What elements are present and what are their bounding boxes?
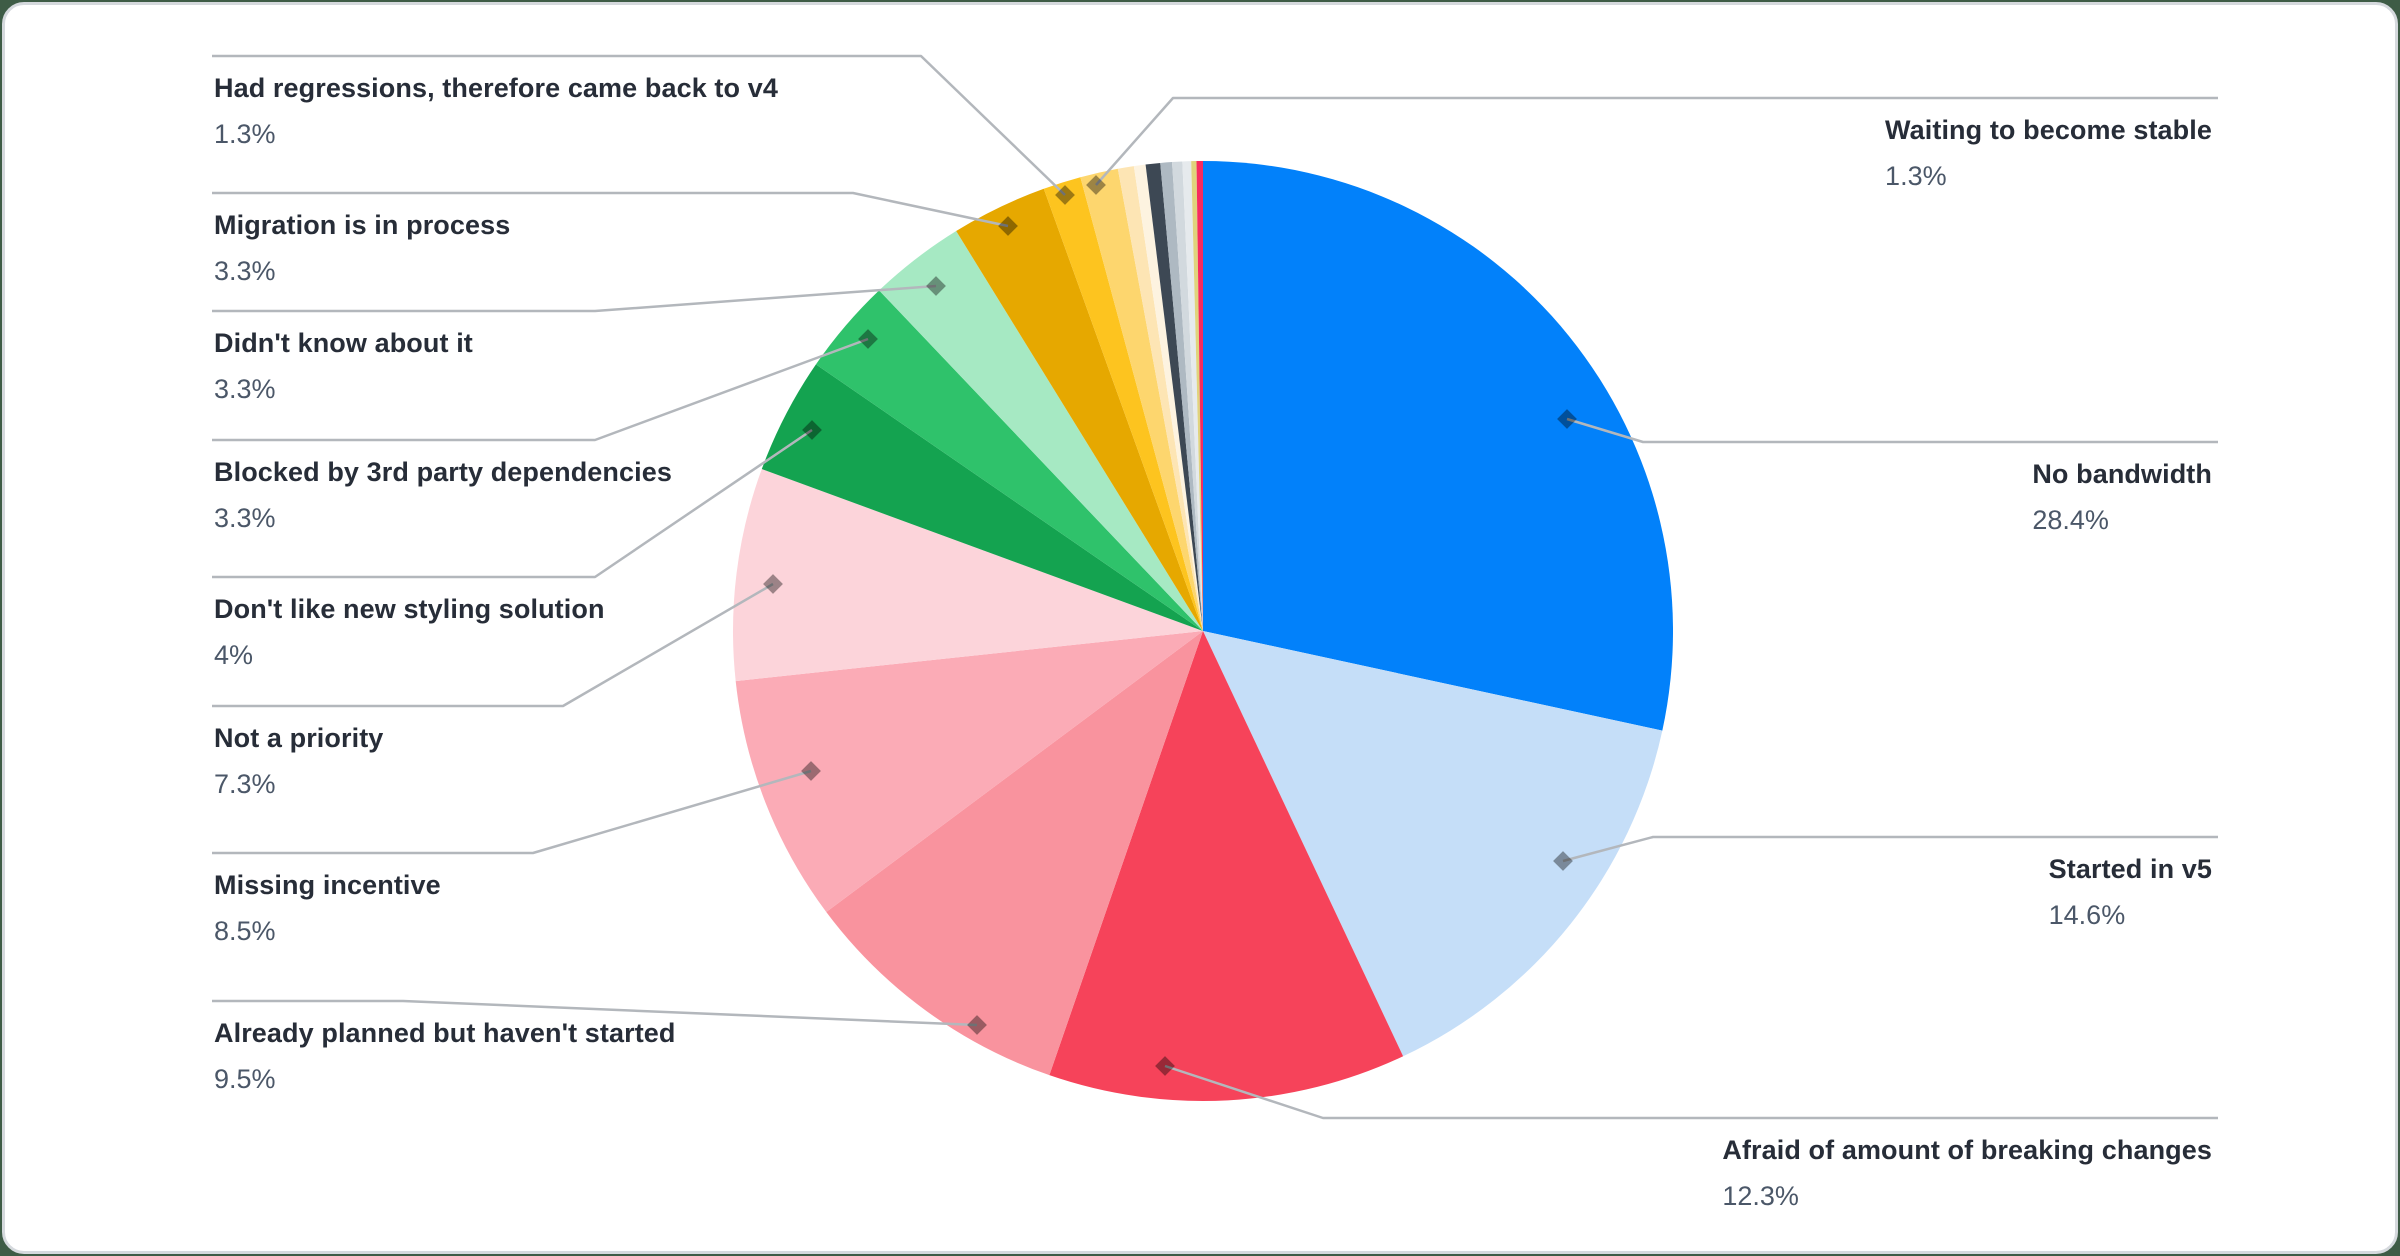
- pie-slice-afraid-of-breaking-changes[interactable]: [1049, 631, 1404, 1102]
- label-waiting-to-become-stable: Waiting to become stable 1.3%: [1885, 113, 2212, 193]
- label-had-regressions-title: Had regressions, therefore came back to …: [214, 73, 778, 103]
- pie-chart: [212, 54, 2218, 1120]
- label-missing-incentive-title: Missing incentive: [214, 870, 441, 900]
- label-afraid-of-breaking-changes: Afraid of amount of breaking changes 12.…: [1722, 1133, 2212, 1213]
- leader-line-started-in-v5: [1562, 835, 2218, 863]
- label-didnt-know-about-it-title: Didn't know about it: [214, 328, 473, 358]
- pie-slice-other-gray: [1160, 162, 1203, 631]
- pie-slice-migration-in-process[interactable]: [956, 188, 1203, 632]
- leader-dot-dont-like-new-styling: [802, 420, 822, 440]
- pie-slice-other-pale-gray: [1182, 161, 1203, 631]
- label-had-regressions-percent: 1.3%: [214, 119, 276, 149]
- label-started-in-v5-title: Started in v5: [2048, 854, 2212, 884]
- label-no-bandwidth-title: No bandwidth: [2032, 459, 2212, 489]
- pie-slice-had-regressions[interactable]: [1043, 177, 1203, 631]
- label-not-a-priority-title: Not a priority: [214, 723, 384, 753]
- label-didnt-know-about-it-percent: 3.3%: [214, 374, 276, 404]
- label-migration-in-process-title: Migration is in process: [214, 210, 511, 240]
- label-already-planned: Already planned but haven't started 9.5%: [214, 1016, 676, 1096]
- pie-slice-started-in-v5[interactable]: [1203, 631, 1663, 1057]
- pie-slice-already-planned[interactable]: [826, 631, 1203, 1076]
- pie-slice-blocked-by-3rd-party[interactable]: [815, 290, 1203, 631]
- leader-dot-afraid-of-breaking-changes: [1155, 1056, 1175, 1076]
- label-had-regressions: Had regressions, therefore came back to …: [214, 71, 778, 151]
- label-didnt-know-about-it: Didn't know about it 3.3%: [214, 326, 473, 406]
- pie-slice-other-magenta: [1196, 160, 1203, 631]
- leader-dot-no-bandwidth: [1557, 409, 1577, 429]
- leader-dot-had-regressions: [1055, 185, 1075, 205]
- leader-dot-blocked-by-3rd-party: [858, 329, 878, 349]
- leader-line-dont-like-new-styling: [212, 428, 813, 579]
- pie-slice-other-khaki: [1191, 161, 1203, 632]
- label-migration-in-process: Migration is in process 3.3%: [214, 208, 510, 288]
- leader-dot-didnt-know-about-it: [926, 276, 946, 296]
- label-started-in-v5: Started in v5 14.6%: [2049, 852, 2212, 932]
- label-not-a-priority-percent: 7.3%: [214, 769, 276, 799]
- label-dont-like-new-styling: Don't like new styling solution 4%: [214, 592, 605, 672]
- leader-line-already-planned: [212, 999, 978, 1027]
- label-dont-like-new-styling-percent: 4%: [214, 640, 254, 670]
- label-waiting-to-become-stable-title: Waiting to become stable: [1885, 115, 2212, 145]
- label-missing-incentive: Missing incentive 8.5%: [214, 868, 441, 948]
- leader-dot-started-in-v5: [1553, 851, 1573, 871]
- label-waiting-to-become-stable-percent: 1.3%: [1885, 161, 1947, 191]
- label-blocked-by-3rd-party-percent: 3.3%: [214, 503, 276, 533]
- label-already-planned-percent: 9.5%: [214, 1064, 276, 1094]
- label-blocked-by-3rd-party-title: Blocked by 3rd party dependencies: [214, 457, 672, 487]
- leader-dot-not-a-priority: [763, 574, 783, 594]
- leader-line-afraid-of-breaking-changes: [1164, 1064, 2218, 1120]
- leader-dot-already-planned: [967, 1015, 987, 1035]
- label-blocked-by-3rd-party: Blocked by 3rd party dependencies 3.3%: [214, 455, 672, 535]
- pie-slice-other-slate: [1145, 162, 1203, 631]
- label-afraid-of-breaking-changes-title: Afraid of amount of breaking changes: [1722, 1135, 2212, 1165]
- pie-slice-didnt-know-about-it[interactable]: [879, 231, 1203, 631]
- label-no-bandwidth-percent: 28.4%: [2032, 505, 2109, 535]
- leader-dot-missing-incentive: [801, 761, 821, 781]
- label-not-a-priority: Not a priority 7.3%: [214, 721, 383, 801]
- label-no-bandwidth: No bandwidth 28.4%: [2032, 457, 2212, 537]
- leader-line-blocked-by-3rd-party: [212, 337, 869, 442]
- pie-slice-dont-like-new-styling[interactable]: [761, 364, 1203, 631]
- pie-slice-other-light-gray: [1172, 161, 1203, 631]
- pie-slice-other-pale-cream: [1133, 164, 1203, 631]
- pie-slice-other-cream: [1117, 166, 1203, 632]
- leader-line-no-bandwidth: [1566, 417, 2218, 444]
- label-afraid-of-breaking-changes-percent: 12.3%: [1722, 1181, 1799, 1211]
- label-migration-in-process-percent: 3.3%: [214, 256, 276, 286]
- leader-line-had-regressions: [212, 54, 1066, 196]
- pie-slice-waiting-to-become-stable[interactable]: [1080, 168, 1203, 631]
- leader-dot-waiting-to-become-stable: [1086, 175, 1106, 195]
- leader-line-didnt-know-about-it: [212, 284, 937, 313]
- leader-line-migration-in-process: [212, 191, 1009, 228]
- label-started-in-v5-percent: 14.6%: [2048, 900, 2126, 930]
- label-missing-incentive-percent: 8.5%: [214, 916, 276, 946]
- pie-slice-missing-incentive[interactable]: [735, 631, 1203, 913]
- pie-slice-not-a-priority[interactable]: [733, 469, 1203, 682]
- label-dont-like-new-styling-title: Don't like new styling solution: [214, 594, 605, 624]
- pie-slice-no-bandwidth[interactable]: [1203, 161, 1674, 731]
- leader-line-missing-incentive: [212, 769, 812, 855]
- leader-line-not-a-priority: [212, 582, 774, 708]
- leader-line-waiting-to-become-stable: [1095, 96, 2218, 186]
- label-already-planned-title: Already planned but haven't started: [214, 1018, 676, 1048]
